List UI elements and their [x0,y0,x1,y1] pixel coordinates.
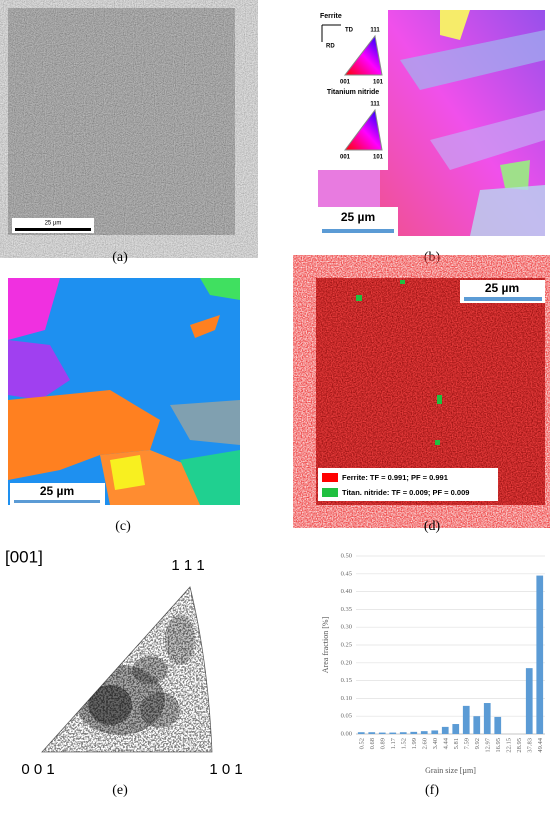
y-tick-label: 0.30 [341,624,352,631]
ipf-map: 25 µm Ferrite TD RD 111 001 101 Titanium… [318,10,545,236]
bar [441,726,449,734]
legend-label: 101 [373,155,384,161]
y-tick-label: 0.35 [341,606,352,613]
bar [389,732,397,734]
panel-label: (d) [424,519,441,534]
panel-label: (f) [425,783,439,798]
grain-map: 25 µm [8,278,240,505]
bar [452,724,460,734]
scale-label: 25 µm [40,484,74,498]
x-tick-label: 1.17 [390,737,397,749]
y-tick-label: 0.15 [341,677,352,684]
x-tick-label: 22.15 [505,738,512,753]
x-tick-label: 5.81 [453,738,460,749]
sem-image: 25 µm [8,8,235,235]
scale-label: 25 µm [485,281,519,295]
legend-label: Ferrite: TF = 0.991; PF = 0.991 [342,473,448,482]
x-tick-label: 49.44 [537,737,544,752]
legend-label: Titan. nitride: TF = 0.009; PF = 0.009 [342,488,469,497]
x-tick-label: 0.52 [358,738,365,749]
y-tick-label: 0.10 [341,695,352,702]
y-tick-label: 0.25 [341,641,352,648]
x-tick-label: 16.95 [495,738,502,753]
x-tick-label: 0.89 [379,738,386,749]
x-tick-label: 4.44 [442,737,449,749]
bar [536,575,544,734]
figure-title: [001] [5,547,43,566]
legend-label: TD [345,28,354,34]
legend-label: 101 [373,80,384,86]
x-tick-label: 12.97 [484,737,491,752]
x-axis-title: Grain size [µm] [425,766,476,775]
bar [473,716,481,734]
bar [399,732,407,734]
panel-label: (b) [424,250,441,265]
y-tick-label: 0.20 [341,659,352,666]
bar [378,732,386,734]
x-tick-label: 1.99 [411,738,418,749]
y-tick-label: 0.50 [341,552,352,559]
y-tick-label: 0.40 [341,588,352,595]
y-tick-label: 0.00 [341,730,352,737]
bar [462,705,470,734]
bar [431,730,439,734]
bar [483,703,491,734]
scale-label: 25 µm [341,210,375,224]
legend-label: 001 [340,155,351,161]
x-tick-label: 2.60 [421,738,428,749]
bar [368,732,376,734]
x-tick-label: 28.95 [516,738,523,753]
y-axis-title: Area fraction [%] [321,616,330,673]
legend-label: 001 [340,80,351,86]
x-tick-label: 7.59 [463,738,470,749]
legend-label: RD [326,44,335,50]
x-tick-label: 1.52 [400,738,407,749]
legend-label: Ferrite [320,13,342,20]
y-tick-label: 0.45 [341,570,352,577]
bar [525,668,533,734]
phase-map: 25 µm Ferrite: TF = 0.991; PF = 0.991 Ti… [316,278,545,505]
bar-chart: 0.00 0.05 0.10 0.15 0.20 0.25 0.30 0.35 0.40 0.45… [321,552,545,775]
panel-label: (c) [115,519,131,534]
legend-label: Titanium nitride [327,89,379,96]
pole-label: 0 0 1 [21,761,54,778]
bar [357,732,365,734]
x-tick-label: 9.92 [474,738,481,749]
x-tick-label: 3.40 [432,738,439,749]
x-tick-label: 37.83 [526,738,533,753]
panel-label: (a) [112,250,128,265]
scale-label: 25 µm [45,221,62,227]
bar [494,716,502,734]
pole-label: 1 0 1 [209,761,242,778]
bar [410,731,418,734]
legend-label: 111 [370,102,380,108]
pole-label: 1 1 1 [171,557,204,574]
bar [420,731,428,734]
y-tick-label: 0.05 [341,713,352,720]
panel-label: (e) [112,783,128,798]
legend-label: 111 [370,28,380,34]
x-tick-label: 0.68 [369,738,376,749]
inverse-pole-figure: [001] 1 1 1 0 0 1 1 0 1 [5,547,243,777]
